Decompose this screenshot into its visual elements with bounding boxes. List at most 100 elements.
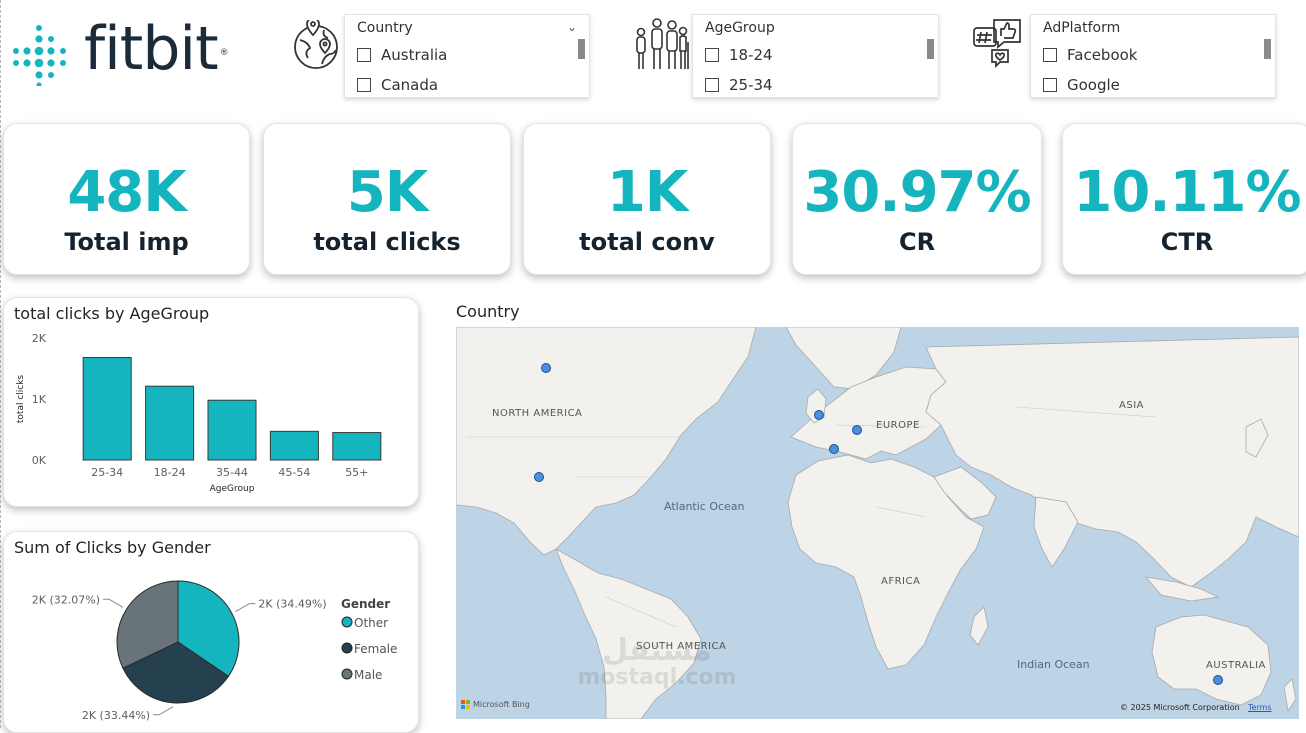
- x-tick-label: 55+: [345, 466, 368, 479]
- bar-18-24: [145, 385, 195, 461]
- legend-marker: [341, 616, 353, 628]
- x-tick-label: 35-44: [216, 466, 248, 479]
- checkbox[interactable]: [1043, 78, 1057, 92]
- bar-45-54: [269, 430, 319, 461]
- kpi-value: 1K: [606, 160, 688, 225]
- country-slicer[interactable]: Country ⌄ Australia Canada: [344, 14, 590, 98]
- kpi-card-cr[interactable]: 30.97% CR: [792, 123, 1042, 275]
- slicer-option[interactable]: Google: [1043, 75, 1120, 95]
- scrollbar-thumb[interactable]: [927, 39, 934, 59]
- kpi-card-ctr[interactable]: 10.11% CTR: [1062, 123, 1306, 275]
- data-label-leader: [153, 706, 174, 716]
- slicer-option[interactable]: Australia: [357, 45, 447, 65]
- checkbox[interactable]: [357, 78, 371, 92]
- map-point-canada[interactable]: [541, 363, 551, 373]
- bar-25-34: [82, 357, 132, 461]
- country-map[interactable]: NORTH AMERICA EUROPE ASIA AFRICA SOUTH A…: [456, 327, 1299, 719]
- pie-data-label: 2K (34.49%): [258, 598, 326, 611]
- map-point-germany[interactable]: [852, 425, 862, 435]
- x-tick-label: 25-34: [91, 466, 123, 479]
- legend-marker: [341, 668, 353, 680]
- agegroup-slicer[interactable]: AgeGroup 18-24 25-34: [692, 14, 939, 98]
- checkbox[interactable]: [1043, 48, 1057, 62]
- kpi-value: 5K: [346, 160, 428, 225]
- scrollbar-thumb[interactable]: [578, 39, 585, 59]
- y-tick-label: 0K: [32, 454, 47, 467]
- bing-logo: Microsoft Bing: [461, 700, 530, 709]
- region-label: AUSTRALIA: [1206, 660, 1266, 671]
- chevron-down-icon[interactable]: ⌄: [566, 20, 577, 34]
- data-label-leader: [235, 603, 256, 613]
- pie-chart-card[interactable]: Sum of Clicks by Gender 2K (34.49%) 2K (3…: [3, 531, 419, 733]
- globe-location-icon: [294, 20, 338, 69]
- people-age-icon: [636, 18, 689, 69]
- x-tick-label: 45-54: [278, 466, 310, 479]
- pie-data-label: 2K (32.07%): [32, 593, 100, 606]
- data-label-leader: [103, 598, 124, 608]
- slicer-option[interactable]: 18-24: [705, 45, 773, 65]
- kpi-label: total clicks: [313, 228, 461, 256]
- y-tick-label: 2K: [32, 332, 47, 345]
- pie-chart: 2K (34.49%) 2K (33.44%) 2K (32.07%) Gender O…: [32, 580, 397, 722]
- region-label: AFRICA: [881, 576, 921, 587]
- scrollbar-thumb[interactable]: [1264, 39, 1271, 59]
- kpi-card-total-imp[interactable]: 48K Total imp: [3, 123, 250, 275]
- fitbit-logo-icon: [13, 25, 66, 86]
- kpi-label: CR: [898, 228, 936, 256]
- map-point-united-kingdom[interactable]: [814, 410, 824, 420]
- social-media-icon: [973, 19, 1021, 68]
- map-point-france[interactable]: [829, 444, 839, 454]
- slicer-title: AgeGroup: [705, 20, 775, 36]
- region-label: NORTH AMERICA: [492, 408, 583, 419]
- x-axis-label: AgeGroup: [210, 484, 255, 494]
- checkbox[interactable]: [705, 48, 719, 62]
- microsoft-logo-icon: [461, 700, 470, 709]
- slicer-option[interactable]: 25-34: [705, 75, 773, 95]
- terms-link[interactable]: Terms: [1248, 703, 1272, 712]
- canvas-left-border: [0, 0, 1, 728]
- adplatform-slicer[interactable]: AdPlatform Facebook Google: [1030, 14, 1276, 98]
- kpi-card-total-conv[interactable]: 1K total conv: [523, 123, 771, 275]
- legend-item-other: Other: [354, 616, 388, 630]
- kpi-value: 30.97%: [803, 160, 1031, 225]
- kpi-label: CTR: [1160, 228, 1214, 256]
- legend-item-male: Male: [354, 668, 382, 682]
- checkbox[interactable]: [705, 78, 719, 92]
- slicer-option[interactable]: Facebook: [1043, 45, 1137, 65]
- legend-title: Gender: [341, 597, 390, 611]
- slicer-title: Country: [357, 20, 413, 36]
- pie-slice-male: [116, 580, 179, 669]
- map-attribution: © 2025 Microsoft Corporation: [1120, 703, 1240, 712]
- world-map-land: [456, 327, 1299, 719]
- ocean-label: Indian Ocean: [1017, 658, 1090, 671]
- legend-marker: [341, 642, 353, 654]
- legend-item-female: Female: [354, 642, 397, 656]
- bar-35-44: [207, 399, 257, 461]
- region-label: EUROPE: [876, 420, 920, 431]
- map-point-united-states[interactable]: [534, 472, 544, 482]
- kpi-value: 48K: [67, 160, 186, 225]
- slicer-title: AdPlatform: [1043, 20, 1121, 36]
- brand-wordmark: fitbit ®: [84, 14, 229, 84]
- chart-title: Sum of Clicks by Gender: [14, 538, 211, 557]
- bar-55+: [332, 432, 382, 461]
- map-title: Country: [456, 302, 520, 321]
- pie-data-label: 2K (33.44%): [82, 709, 150, 722]
- kpi-label: Total imp: [64, 228, 189, 256]
- chart-title: total clicks by AgeGroup: [14, 304, 210, 323]
- x-tick-label: 18-24: [154, 466, 186, 479]
- kpi-card-total-clicks[interactable]: 5K total clicks: [263, 123, 511, 275]
- y-tick-label: 1K: [32, 393, 47, 406]
- bar-chart-card[interactable]: total clicks by AgeGroup 0K 1K 2K total cli…: [3, 297, 419, 507]
- y-axis-label: total clicks: [16, 375, 26, 424]
- region-label: ASIA: [1119, 400, 1144, 411]
- kpi-value: 10.11%: [1073, 160, 1301, 225]
- region-label: SOUTH AMERICA: [636, 641, 727, 652]
- ocean-label: Atlantic Ocean: [664, 500, 745, 513]
- pie-slice-other: [177, 580, 240, 677]
- kpi-label: total conv: [579, 228, 715, 256]
- bar-chart: 0K 1K 2K total clicks 25-34 18-24 35-44 45-54 55…: [16, 332, 382, 494]
- checkbox[interactable]: [357, 48, 371, 62]
- map-point-australia[interactable]: [1213, 675, 1223, 685]
- slicer-option[interactable]: Canada: [357, 75, 438, 95]
